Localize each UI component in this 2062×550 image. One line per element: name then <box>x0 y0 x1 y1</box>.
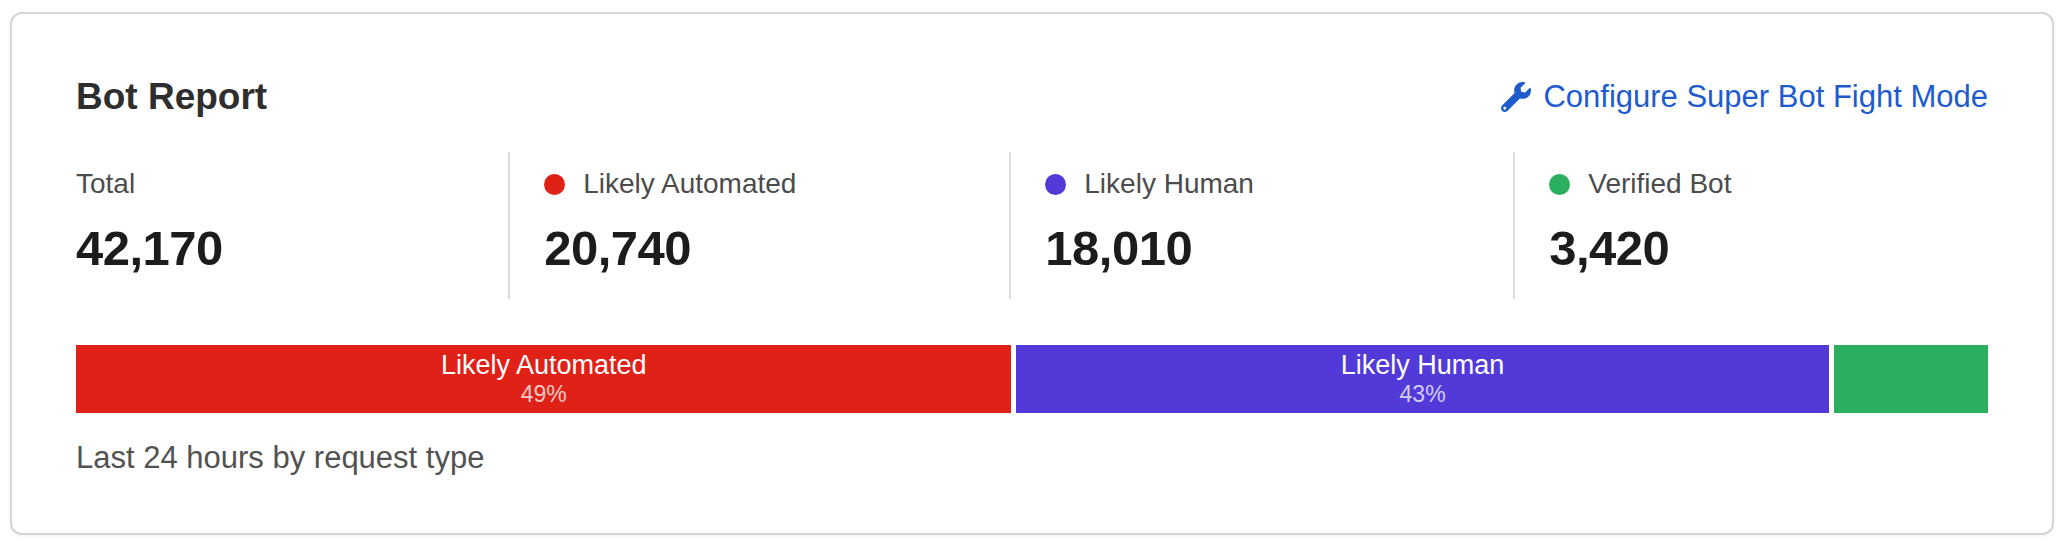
card-header: Bot Report Configure Super Bot Fight Mod… <box>76 76 1988 118</box>
stat-verified-bot-label: Verified Bot <box>1588 168 1731 200</box>
bar-segment-likely-automated-label: Likely Automated <box>441 349 647 381</box>
stat-likely-human: Likely Human 18,010 <box>1009 152 1513 299</box>
bar-segment-likely-human[interactable]: Likely Human 43% <box>1016 345 1828 413</box>
configure-link-label: Configure Super Bot Fight Mode <box>1543 79 1988 115</box>
bar-segment-likely-automated-percent: 49% <box>521 381 567 409</box>
stat-likely-human-label: Likely Human <box>1084 168 1254 200</box>
stat-likely-automated-label-row: Likely Automated <box>544 168 1009 200</box>
stat-total-label-row: Total <box>76 168 508 200</box>
stat-verified-bot-value: 3,420 <box>1549 220 1988 276</box>
stat-likely-automated-label: Likely Automated <box>583 168 796 200</box>
stacked-bar-chart: Likely Automated 49% Likely Human 43% <box>76 345 1988 413</box>
stat-total-value: 42,170 <box>76 220 508 276</box>
page-title: Bot Report <box>76 76 267 118</box>
wrench-icon <box>1501 82 1531 112</box>
stat-total-label: Total <box>76 168 135 200</box>
stats-row: Total 42,170 Likely Automated 20,740 Lik… <box>76 152 1988 299</box>
bar-segment-likely-human-label: Likely Human <box>1341 349 1505 381</box>
verified-bot-dot-icon <box>1549 174 1570 195</box>
stat-verified-bot-label-row: Verified Bot <box>1549 168 1988 200</box>
likely-human-dot-icon <box>1045 174 1066 195</box>
stat-total: Total 42,170 <box>76 152 508 299</box>
bar-segment-likely-human-percent: 43% <box>1400 381 1446 409</box>
stat-likely-automated: Likely Automated 20,740 <box>508 152 1009 299</box>
likely-automated-dot-icon <box>544 174 565 195</box>
stat-likely-human-label-row: Likely Human <box>1045 168 1513 200</box>
stat-likely-human-value: 18,010 <box>1045 220 1513 276</box>
stat-likely-automated-value: 20,740 <box>544 220 1009 276</box>
bar-segment-verified-bot[interactable] <box>1834 345 1988 413</box>
stat-verified-bot: Verified Bot 3,420 <box>1513 152 1988 299</box>
bar-segment-likely-automated[interactable]: Likely Automated 49% <box>76 345 1011 413</box>
bot-report-card: Bot Report Configure Super Bot Fight Mod… <box>10 12 2054 535</box>
footnote: Last 24 hours by request type <box>76 440 1988 476</box>
configure-super-bot-fight-mode-link[interactable]: Configure Super Bot Fight Mode <box>1501 79 1988 115</box>
